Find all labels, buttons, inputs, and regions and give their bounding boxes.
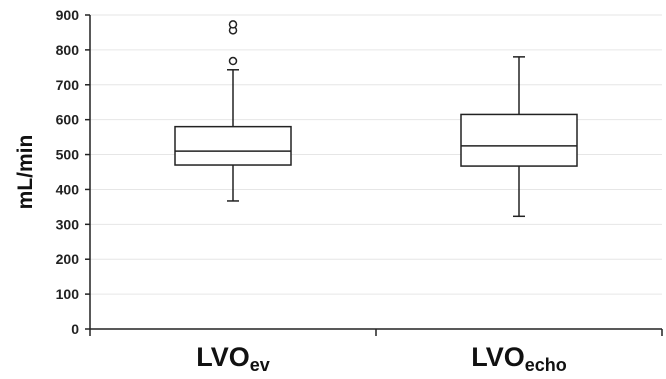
category-label-subscript: echo (525, 355, 567, 375)
y-tick-label: 0 (71, 321, 79, 337)
category-label-subscript: ev (250, 355, 270, 375)
category-label-main: LVO (196, 342, 250, 372)
interquartile-box (460, 113, 578, 167)
interquartile-box (174, 125, 292, 166)
y-tick-label: 800 (56, 42, 80, 58)
x-axis-ticks (89, 329, 663, 336)
box-2 (460, 56, 578, 218)
boxes-group (174, 20, 578, 218)
category-labels: LVOev LVOecho (196, 342, 567, 375)
y-tick-label: 500 (56, 147, 80, 163)
y-tick-label: 300 (56, 216, 80, 232)
category-label: LVOecho (471, 342, 567, 375)
outlier-point (228, 20, 238, 29)
y-tick-label: 600 (56, 112, 80, 128)
y-axis-title: mL/min (14, 135, 37, 210)
y-tick-label: 100 (56, 286, 80, 302)
y-tick-label: 700 (56, 77, 80, 93)
outlier-point (228, 56, 238, 66)
box-1 (174, 20, 292, 202)
category-label-main: LVO (471, 342, 525, 372)
y-tick-label: 900 (56, 7, 80, 23)
y-axis-ticks: 0 100 200 300 400 500 600 700 800 900 (56, 7, 90, 337)
y-tick-label: 400 (56, 181, 80, 197)
category-label: LVOev (196, 342, 270, 375)
y-tick-label: 200 (56, 251, 80, 267)
